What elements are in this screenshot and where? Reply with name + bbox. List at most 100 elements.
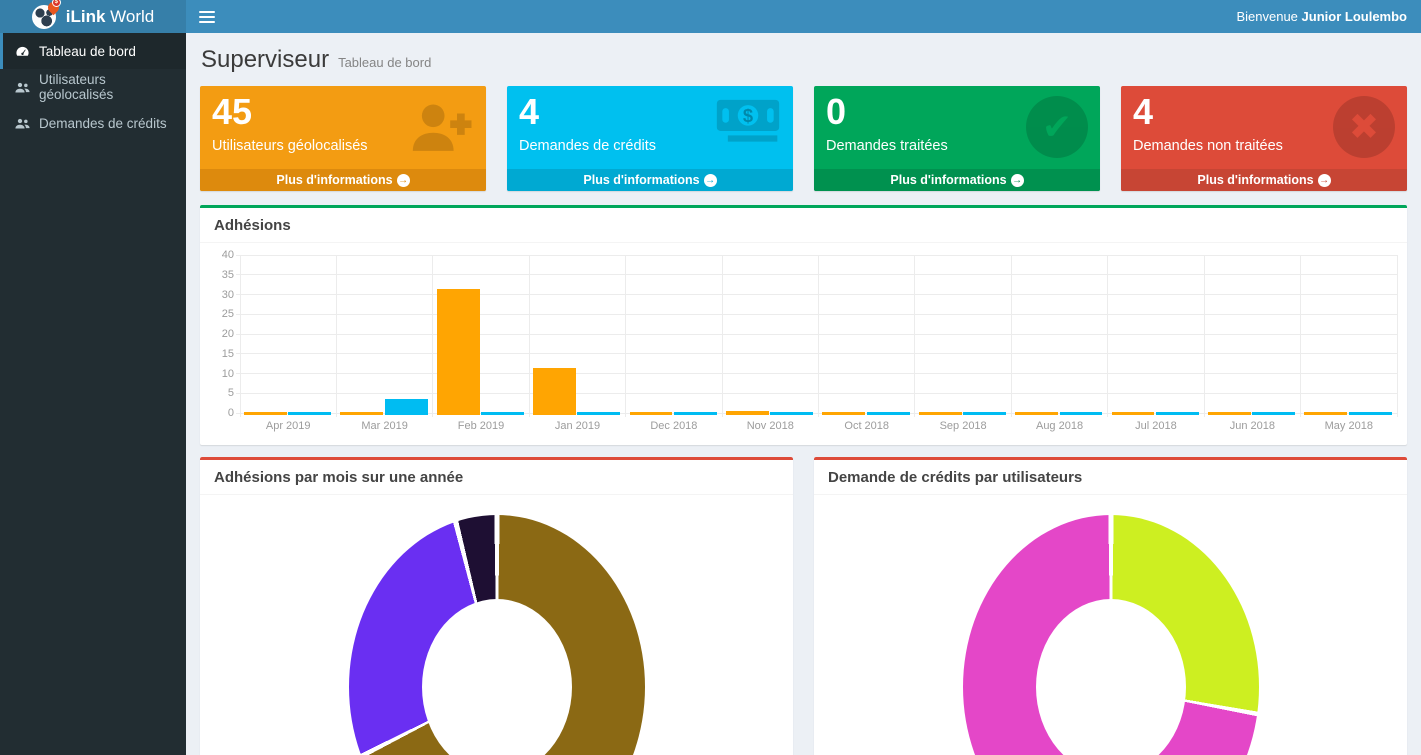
x-tick-label: Apr 2019: [265, 420, 311, 432]
stat-label: Demandes de crédits: [519, 138, 657, 154]
donut-hole: [1035, 599, 1186, 755]
sidebar-toggle-button[interactable]: [186, 0, 228, 33]
bar-series-orange-may-2018: [1304, 412, 1348, 415]
more-info-link[interactable]: Plus d'informations →: [507, 169, 793, 191]
gridline: [528, 255, 530, 417]
gridline: [236, 412, 1397, 414]
bar-series-blue-apr-2019: [288, 412, 332, 415]
arrow-circle-right-icon: →: [1010, 173, 1024, 187]
x-tick-label: Feb 2019: [457, 420, 505, 432]
bar-series-orange-mar-2019: [340, 412, 384, 415]
y-tick-label: 10: [221, 367, 234, 380]
y-tick-label: 5: [227, 387, 234, 400]
gridline: [236, 254, 1397, 256]
money-icon: $: [716, 99, 780, 142]
gridline: [625, 255, 627, 417]
brand-logo[interactable]: $ iLink World: [0, 0, 186, 33]
bar-series-orange-dec-2018: [629, 412, 673, 415]
brand-name-light: World: [110, 6, 155, 26]
hamburger-icon: [199, 10, 215, 13]
bar-series-blue-jan-2019: [577, 412, 621, 415]
arrow-circle-right-icon: →: [703, 173, 717, 187]
bar-series-blue-feb-2019: [481, 412, 524, 415]
x-tick-label: Mar 2019: [361, 420, 408, 432]
gridline: [1203, 255, 1205, 417]
times-circle-icon: ✖: [1333, 96, 1395, 158]
bar-series-blue-sep-2018: [963, 412, 1007, 415]
adhesions-panel: Adhésions 0 5 10 15 20 25 30 35 40 Apr 2019 Mar 2…: [200, 205, 1407, 445]
bar-chart-plot: [236, 254, 1398, 417]
bar-series-blue-may-2018: [1348, 412, 1392, 415]
users-icon: [15, 118, 30, 128]
sidebar-item-label: Demandes de crédits: [39, 115, 167, 131]
stat-icon: ✔: [1026, 96, 1088, 158]
stat-card-body: 45 Utilisateurs géolocalisés: [200, 86, 486, 169]
sidebar-item-tableau-de-bord[interactable]: Tableau de bord: [0, 33, 186, 69]
welcome-message: Bienvenue Junior Loulembo: [1236, 9, 1421, 24]
sidebar-item-utilisateurs-g-olocalis-s[interactable]: Utilisateurs géolocalisés: [0, 69, 186, 105]
panel-accent-bar: [200, 205, 1407, 208]
x-tick-label: Sep 2018: [939, 420, 987, 432]
stat-icon: [406, 96, 474, 161]
stat-card-demandes-trait-es: 0 Demandes traitées ✔ Plus d'information…: [814, 86, 1100, 191]
page-title: Superviseur: [201, 46, 330, 73]
gridline: [1107, 255, 1109, 417]
gridline: [236, 333, 1397, 335]
gridline: [236, 353, 1397, 355]
sidebar-item-demandes-de-cr-dits[interactable]: Demandes de crédits: [0, 105, 186, 141]
more-info-label: Plus d'informations: [583, 173, 700, 187]
bar-series-blue-mar-2019: [384, 399, 428, 415]
bar-series-orange-jan-2019: [533, 367, 576, 415]
more-info-label: Plus d'informations: [276, 173, 393, 187]
x-tick-label: Dec 2018: [650, 420, 698, 432]
bar-series-orange-jul-2018: [1111, 412, 1155, 415]
y-tick-label: 0: [227, 407, 234, 419]
gridline: [1396, 255, 1398, 417]
y-tick-label: 40: [221, 249, 234, 261]
adhesions-donut-panel: Adhésions par mois sur une année: [200, 457, 793, 755]
more-info-link[interactable]: Plus d'informations →: [200, 169, 486, 191]
more-info-link[interactable]: Plus d'informations →: [814, 169, 1100, 191]
bar-series-blue-jun-2018: [1252, 412, 1296, 415]
donut-panels-row: Adhésions par mois sur une année Demande…: [200, 457, 1407, 755]
breadcrumb: Tableau de bord: [338, 55, 432, 70]
gridline: [236, 392, 1397, 394]
x-tick-label: Jan 2019: [554, 420, 601, 432]
user-name: Junior Loulembo: [1301, 9, 1407, 24]
page-header: Superviseur Tableau de bord: [201, 46, 1407, 74]
credits-donut-panel: Demande de crédits par utilisateurs: [814, 457, 1407, 755]
stat-label: Utilisateurs géolocalisés: [212, 138, 368, 154]
x-tick-label: Jul 2018: [1135, 420, 1177, 432]
adhesions-chart: 0 5 10 15 20 25 30 35 40 Apr 2019 Mar 2019 Feb 201…: [200, 243, 1407, 445]
sidebar: Tableau de bord Utilisateurs géolocalisés…: [0, 33, 186, 755]
stat-card-body: 4 Demandes de crédits $: [507, 86, 793, 169]
gridline: [239, 255, 241, 417]
stat-card-demandes-de-cr-dits: 4 Demandes de crédits $ Plus d'informati…: [507, 86, 793, 191]
header-nav: Bienvenue Junior Loulembo: [186, 0, 1421, 33]
x-tick-label: Nov 2018: [746, 420, 794, 432]
user-plus-icon: [412, 104, 472, 151]
sidebar-item-label: Utilisateurs géolocalisés: [39, 72, 114, 102]
stat-value: 4: [519, 91, 540, 132]
x-tick-label: Jun 2018: [1229, 420, 1276, 432]
more-info-link[interactable]: Plus d'informations →: [1121, 169, 1407, 191]
credits-donut-chart: [962, 515, 1259, 755]
stat-value: 4: [1133, 91, 1154, 132]
gridline: [236, 294, 1397, 295]
bar-series-orange-aug-2018: [1015, 412, 1059, 415]
bar-series-orange-sep-2018: [918, 412, 962, 415]
x-tick-label: May 2018: [1324, 420, 1373, 432]
bar-series-blue-nov-2018: [770, 412, 814, 415]
main-content: Superviseur Tableau de bord 45 Utilisate…: [186, 33, 1421, 755]
adhesions-donut-title: Adhésions par mois sur une année: [200, 460, 793, 495]
welcome-prefix: Bienvenue: [1236, 9, 1298, 24]
gauge-icon: [16, 46, 29, 56]
gridline: [1010, 255, 1012, 417]
bar-series-blue-aug-2018: [1059, 412, 1103, 415]
adhesions-donut-chart: [348, 515, 645, 755]
stat-value: 45: [212, 91, 253, 132]
bar-series-blue-dec-2018: [673, 412, 717, 415]
svg-text:$: $: [743, 105, 753, 126]
gridline: [236, 274, 1397, 276]
globe-pin-logo-icon: $: [31, 0, 62, 30]
